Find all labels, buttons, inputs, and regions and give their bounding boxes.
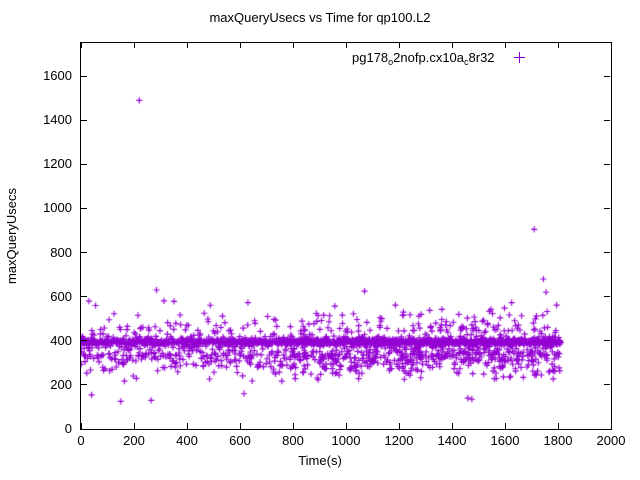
- x-tick-mark: [186, 423, 188, 429]
- y-tick-mark: [81, 428, 87, 430]
- x-tick-mark-top: [133, 42, 135, 48]
- x-tick-mark: [292, 423, 294, 429]
- x-tick-label: 800: [282, 433, 304, 448]
- x-tick-label: 400: [176, 433, 198, 448]
- x-tick-mark-top: [80, 42, 82, 48]
- x-tick-label: 1800: [543, 433, 573, 448]
- x-tick-label: 1400: [437, 433, 467, 448]
- y-tick-mark: [81, 75, 87, 77]
- x-tick-mark: [557, 423, 559, 429]
- y-tick-mark: [81, 119, 87, 121]
- y-tick-mark-right: [604, 252, 610, 254]
- x-tick-mark: [398, 423, 400, 429]
- y-tick-mark: [81, 296, 87, 298]
- x-tick-mark: [80, 423, 82, 429]
- y-tick-label: 0: [64, 421, 72, 436]
- x-tick-mark: [451, 423, 453, 429]
- plot-area: [80, 42, 612, 430]
- legend-series-label: pg178o2nofp.cx10ac8r32: [352, 49, 495, 67]
- y-tick-mark: [81, 384, 87, 386]
- x-tick-label: 1600: [490, 433, 520, 448]
- x-tick-mark: [239, 423, 241, 429]
- x-tick-mark-top: [504, 42, 506, 48]
- x-tick-mark: [133, 423, 135, 429]
- x-tick-label: 0: [77, 433, 85, 448]
- x-tick-mark: [345, 423, 347, 429]
- y-tick-mark: [81, 207, 87, 209]
- y-tick-mark-right: [604, 207, 610, 209]
- x-tick-mark: [610, 423, 612, 429]
- x-tick-label: 1200: [384, 433, 414, 448]
- x-tick-mark-top: [610, 42, 612, 48]
- x-tick-mark: [504, 423, 506, 429]
- y-tick-mark-right: [604, 384, 610, 386]
- y-tick-mark-right: [604, 119, 610, 121]
- legend: pg178o2nofp.cx10ac8r32: [352, 46, 549, 68]
- y-tick-mark-right: [604, 428, 610, 430]
- y-tick-mark-right: [604, 163, 610, 165]
- x-tick-mark-top: [239, 42, 241, 48]
- y-tick-label: 800: [50, 244, 72, 260]
- y-tick-label: 600: [50, 288, 72, 304]
- y-axis-label: maxQueryUsecs: [4, 187, 19, 285]
- y-tick-label: 1000: [43, 200, 72, 216]
- y-tick-label: 1200: [43, 156, 72, 172]
- y-tick-mark-right: [604, 75, 610, 77]
- x-axis-label: Time(s): [298, 453, 342, 468]
- x-tick-mark-top: [451, 42, 453, 48]
- y-tick-label: 200: [50, 376, 72, 392]
- x-tick-label: 2000: [596, 433, 626, 448]
- y-tick-mark: [81, 340, 87, 342]
- chart-title: maxQueryUsecs vs Time for qp100.L2: [209, 10, 431, 25]
- x-tick-mark-top: [186, 42, 188, 48]
- y-tick-mark-right: [604, 296, 610, 298]
- x-tick-mark-top: [292, 42, 294, 48]
- y-tick-mark: [81, 163, 87, 165]
- scatter-plot-canvas: [81, 43, 611, 429]
- x-tick-mark-top: [345, 42, 347, 48]
- y-tick-label: 1400: [43, 112, 72, 128]
- y-tick-mark: [81, 252, 87, 254]
- y-tick-label: 400: [50, 332, 72, 348]
- x-tick-mark-top: [557, 42, 559, 48]
- legend-marker-plus-icon: [495, 50, 549, 65]
- x-tick-label: 200: [123, 433, 145, 448]
- x-tick-label: 1000: [331, 433, 361, 448]
- y-tick-mark-right: [604, 340, 610, 342]
- y-tick-label: 1600: [43, 68, 72, 84]
- x-tick-mark-top: [398, 42, 400, 48]
- x-tick-label: 600: [229, 433, 251, 448]
